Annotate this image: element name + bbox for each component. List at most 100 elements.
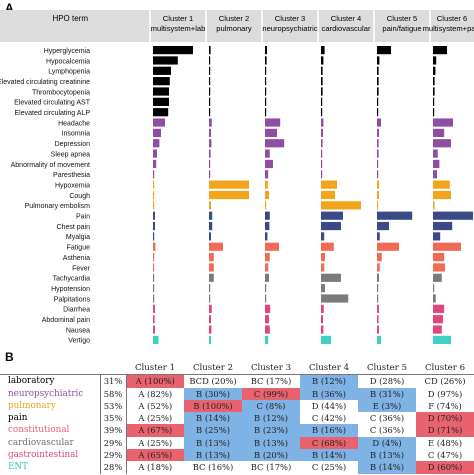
bar-2-26 xyxy=(209,315,211,324)
overall-percent: 35% xyxy=(99,412,127,425)
cluster-cell: A (25%) xyxy=(138,437,173,448)
bar-3-7 xyxy=(265,118,281,127)
bar-5-9 xyxy=(377,139,379,148)
bar-4-28 xyxy=(321,335,331,344)
category-label: gastrointestinal xyxy=(8,450,79,461)
category-label: constitutional xyxy=(8,425,70,436)
table-row: ENT 28% A (18%) BC (16%) BC (17%) C (25%) B (1… xyxy=(0,461,474,474)
cluster-cell: B (13%) xyxy=(358,449,416,462)
cluster-header-title: Cluster 5 xyxy=(387,14,417,23)
bar-5-6 xyxy=(377,108,379,117)
cluster-cell: D (4%) xyxy=(358,436,416,450)
bar-4-10 xyxy=(321,149,323,158)
bar-3-13 xyxy=(265,180,268,189)
overall-percent: 53% xyxy=(99,399,127,413)
category-label: neuropsychiatric xyxy=(8,388,84,399)
row-label: Depression xyxy=(55,141,91,148)
bar-4-21 xyxy=(321,263,325,272)
bar-3-11 xyxy=(265,159,273,169)
bar-4-11 xyxy=(321,159,323,169)
bar-6-19 xyxy=(433,242,461,251)
bar-6-17 xyxy=(433,221,453,231)
bar-3-15 xyxy=(265,201,267,210)
bar-6-12 xyxy=(433,170,437,179)
cluster-cell: B (13%) xyxy=(184,449,242,462)
bar-2-25 xyxy=(209,304,212,313)
bar-5-27 xyxy=(377,325,379,334)
table-header-cluster: Cluster 1 xyxy=(126,362,184,376)
bar-5-0 xyxy=(377,46,391,55)
cluster-cell: B (16%) xyxy=(300,424,358,437)
row-label: Fever xyxy=(72,265,91,272)
bar-1-10 xyxy=(153,149,157,158)
bar-6-6 xyxy=(433,108,435,117)
bar-6-10 xyxy=(433,149,438,158)
bar-2-3 xyxy=(209,77,211,86)
bar-4-17 xyxy=(321,221,341,231)
row-label: Palpitations xyxy=(54,296,91,303)
bar-4-2 xyxy=(321,66,323,75)
bar-6-24 xyxy=(433,294,436,303)
bar-4-25 xyxy=(321,304,324,313)
bar-5-26 xyxy=(377,315,379,324)
row-label: Paresthesia xyxy=(53,172,90,179)
bar-5-22 xyxy=(377,273,379,282)
cluster-cell: D (44%) xyxy=(311,400,347,411)
table-row: cardiovascular 29% A (25%) B (13%) B (13%) C … xyxy=(0,436,474,450)
bar-1-6 xyxy=(153,108,169,117)
bar-3-20 xyxy=(265,253,270,262)
row-label: Sleep apnea xyxy=(51,151,90,158)
bar-3-17 xyxy=(265,221,270,231)
cluster-cell: B (31%) xyxy=(358,387,416,400)
bar-1-8 xyxy=(153,128,161,137)
bar-5-15 xyxy=(377,201,379,210)
bar-1-0 xyxy=(153,46,193,55)
bar-1-3 xyxy=(153,77,170,86)
cluster-cell: B (100%) xyxy=(184,399,242,413)
cluster-cell: BCD (20%) xyxy=(189,376,237,387)
cluster-header-title: Cluster 2 xyxy=(219,14,249,23)
bar-6-14 xyxy=(433,190,451,200)
bar-5-1 xyxy=(377,56,380,65)
bar-2-19 xyxy=(209,242,223,251)
bar-1-28 xyxy=(153,335,159,344)
table-row: pain 35% A (25%) B (14%) B (12%) C (42%) C (36… xyxy=(0,412,474,425)
bar-6-8 xyxy=(433,128,445,137)
bar-5-21 xyxy=(377,263,380,272)
bar-3-3 xyxy=(265,77,267,86)
table-row: pulmonary 53% A (52%) B (100%) C (8%) D (44%)… xyxy=(0,399,474,413)
cluster-cell: B (13%) xyxy=(242,436,300,450)
category-label: pain xyxy=(8,413,28,424)
row-label: Diarrhea xyxy=(63,307,90,314)
cluster-header-subtitle: pain/fatigue xyxy=(382,24,421,33)
bar-5-14 xyxy=(377,190,379,200)
cluster-cell: A (65%) xyxy=(126,449,184,462)
bar-4-1 xyxy=(321,56,324,65)
bar-6-9 xyxy=(433,139,451,148)
cluster-header-subtitle: neuropsychiatric xyxy=(262,24,317,33)
bar-2-0 xyxy=(209,46,211,55)
cluster-cell: B (14%) xyxy=(358,461,416,474)
cluster-cell: B (25%) xyxy=(184,424,242,437)
overall-percent: 31% xyxy=(99,374,127,388)
bar-5-2 xyxy=(377,66,379,75)
table-header-cluster: Cluster 3 xyxy=(242,362,300,376)
bar-2-15 xyxy=(209,201,211,210)
overall-percent: 28% xyxy=(99,461,127,474)
bar-4-20 xyxy=(321,253,325,262)
row-label: Insomnia xyxy=(62,131,91,138)
overall-percent: 29% xyxy=(99,436,127,450)
table-header-cluster: Cluster 4 xyxy=(300,362,358,376)
bar-5-8 xyxy=(377,128,379,137)
bar-6-7 xyxy=(433,118,453,127)
bar-5-5 xyxy=(377,97,379,106)
bar-5-28 xyxy=(377,335,381,344)
row-label: Elevated circulating ALP xyxy=(15,110,91,117)
bar-2-22 xyxy=(209,273,214,282)
bar-5-7 xyxy=(377,118,381,127)
bar-2-12 xyxy=(209,170,211,179)
row-label: Abdominal pain xyxy=(42,317,90,324)
table-row: laboratory 31% A (100%) BCD (20%) BC (17%) B … xyxy=(0,374,474,388)
bar-4-23 xyxy=(321,284,325,293)
bar-3-25 xyxy=(265,304,271,313)
